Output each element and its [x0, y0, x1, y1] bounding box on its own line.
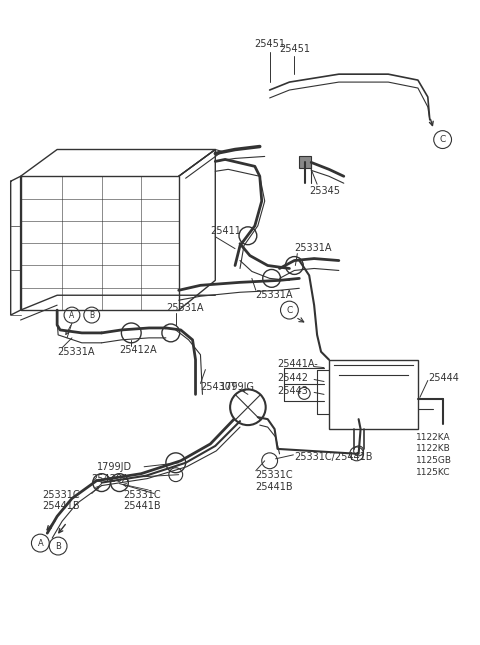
Text: 25331A: 25331A: [255, 290, 292, 300]
Text: 25331A: 25331A: [166, 303, 204, 313]
Text: 25441B: 25441B: [42, 501, 80, 511]
Text: B: B: [55, 542, 61, 551]
Text: 25331C/25441B: 25331C/25441B: [294, 452, 373, 462]
Text: 1125KC: 1125KC: [416, 468, 450, 477]
Text: 25441A-: 25441A-: [277, 359, 318, 369]
Text: B: B: [89, 310, 94, 319]
Text: 25451: 25451: [279, 45, 310, 54]
Text: C: C: [286, 306, 292, 315]
Text: 25411: 25411: [210, 226, 241, 236]
Text: 1125GB: 1125GB: [416, 456, 452, 465]
Text: 1799JD: 1799JD: [96, 462, 132, 471]
Text: 25443: 25443: [277, 386, 309, 397]
Text: A: A: [37, 539, 43, 548]
Text: 1122KB: 1122KB: [416, 444, 451, 453]
Text: A: A: [69, 310, 74, 319]
Text: 25331C: 25331C: [123, 490, 161, 499]
Text: 25331C: 25331C: [42, 490, 80, 499]
Text: 25451: 25451: [254, 39, 285, 50]
Text: 25412A: 25412A: [120, 345, 157, 355]
Text: 1799JG: 1799JG: [220, 382, 255, 392]
Text: 25345: 25345: [309, 186, 340, 196]
Text: 25331A: 25331A: [294, 243, 332, 253]
Text: 25441B: 25441B: [255, 482, 292, 491]
Text: 25331C: 25331C: [255, 470, 292, 480]
Text: 1122KA: 1122KA: [416, 433, 451, 442]
Text: 25442: 25442: [277, 373, 309, 382]
Bar: [300, 157, 311, 168]
Bar: [329, 360, 418, 429]
Text: 25331A: 25331A: [57, 347, 95, 357]
Text: 25420A: 25420A: [92, 473, 130, 484]
Text: 25430T: 25430T: [201, 382, 237, 392]
Text: 25441B: 25441B: [123, 501, 161, 511]
Text: C: C: [440, 135, 446, 144]
Text: 25444: 25444: [428, 373, 459, 382]
